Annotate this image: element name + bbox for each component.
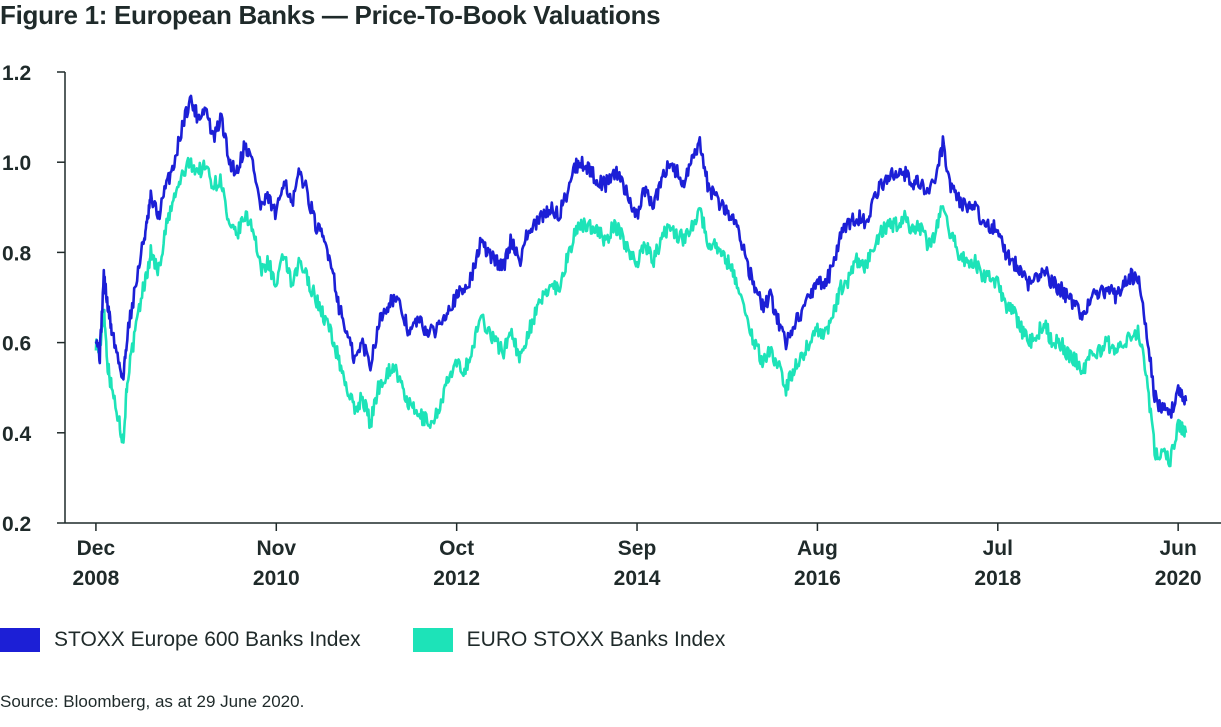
y-tick-label: 0.6 bbox=[2, 333, 31, 356]
x-tick-label: Dec bbox=[77, 537, 116, 560]
x-tick-label: Sep bbox=[618, 537, 657, 560]
x-tick-label: 2010 bbox=[253, 567, 300, 590]
y-tick-label: 1.2 bbox=[2, 62, 31, 85]
x-tick-label: 2016 bbox=[794, 567, 841, 590]
chart-title: Figure 1: European Banks — Price-To-Book… bbox=[0, 0, 661, 30]
legend-item-eurostoxx: EURO STOXX Banks Index bbox=[412, 628, 726, 652]
x-tick-label: Oct bbox=[439, 537, 474, 560]
y-tick-label: 0.8 bbox=[2, 242, 32, 265]
x-tick-label: 2020 bbox=[1155, 567, 1202, 590]
x-tick-label: Jul bbox=[983, 537, 1013, 560]
legend-label-eurostoxx: EURO STOXX Banks Index bbox=[466, 628, 726, 651]
x-tick-label: Nov bbox=[256, 537, 296, 560]
legend-swatch-eurostoxx bbox=[412, 628, 453, 652]
x-tick-label: Aug bbox=[797, 537, 838, 560]
legend-swatch-stoxx600 bbox=[0, 628, 40, 652]
x-tick-label: Jun bbox=[1159, 537, 1196, 560]
y-tick-label: 1.0 bbox=[2, 152, 31, 175]
y-tick-label: 0.2 bbox=[2, 513, 31, 536]
legend: STOXX Europe 600 Banks Index EURO STOXX … bbox=[0, 628, 777, 652]
y-tick-label: 0.4 bbox=[2, 423, 32, 446]
x-tick-label: 2012 bbox=[433, 567, 480, 590]
x-tick-label: 2008 bbox=[73, 567, 120, 590]
series-line-eurostoxx bbox=[94, 156, 1188, 468]
line-chart: 0.2 0.4 0.6 0.8 1.0 1.2 Dec 2008 Nov 2010 Oct 2012… bbox=[2, 62, 1221, 590]
series-group bbox=[94, 94, 1188, 468]
series-line-stoxx600 bbox=[94, 94, 1188, 419]
x-tick-label: 2018 bbox=[974, 567, 1021, 590]
legend-label-stoxx600: STOXX Europe 600 Banks Index bbox=[54, 628, 361, 651]
x-axis-ticks: Dec 2008 Nov 2010 Oct 2012 Sep 2014 Aug 2016 Jul 20… bbox=[73, 523, 1202, 590]
x-tick-label: 2014 bbox=[614, 567, 661, 590]
legend-item-stoxx600: STOXX Europe 600 Banks Index bbox=[0, 628, 361, 652]
y-axis-ticks: 0.2 0.4 0.6 0.8 1.0 1.2 bbox=[2, 62, 65, 536]
source-note: Source: Bloomberg, as at 29 June 2020. bbox=[0, 692, 305, 711]
